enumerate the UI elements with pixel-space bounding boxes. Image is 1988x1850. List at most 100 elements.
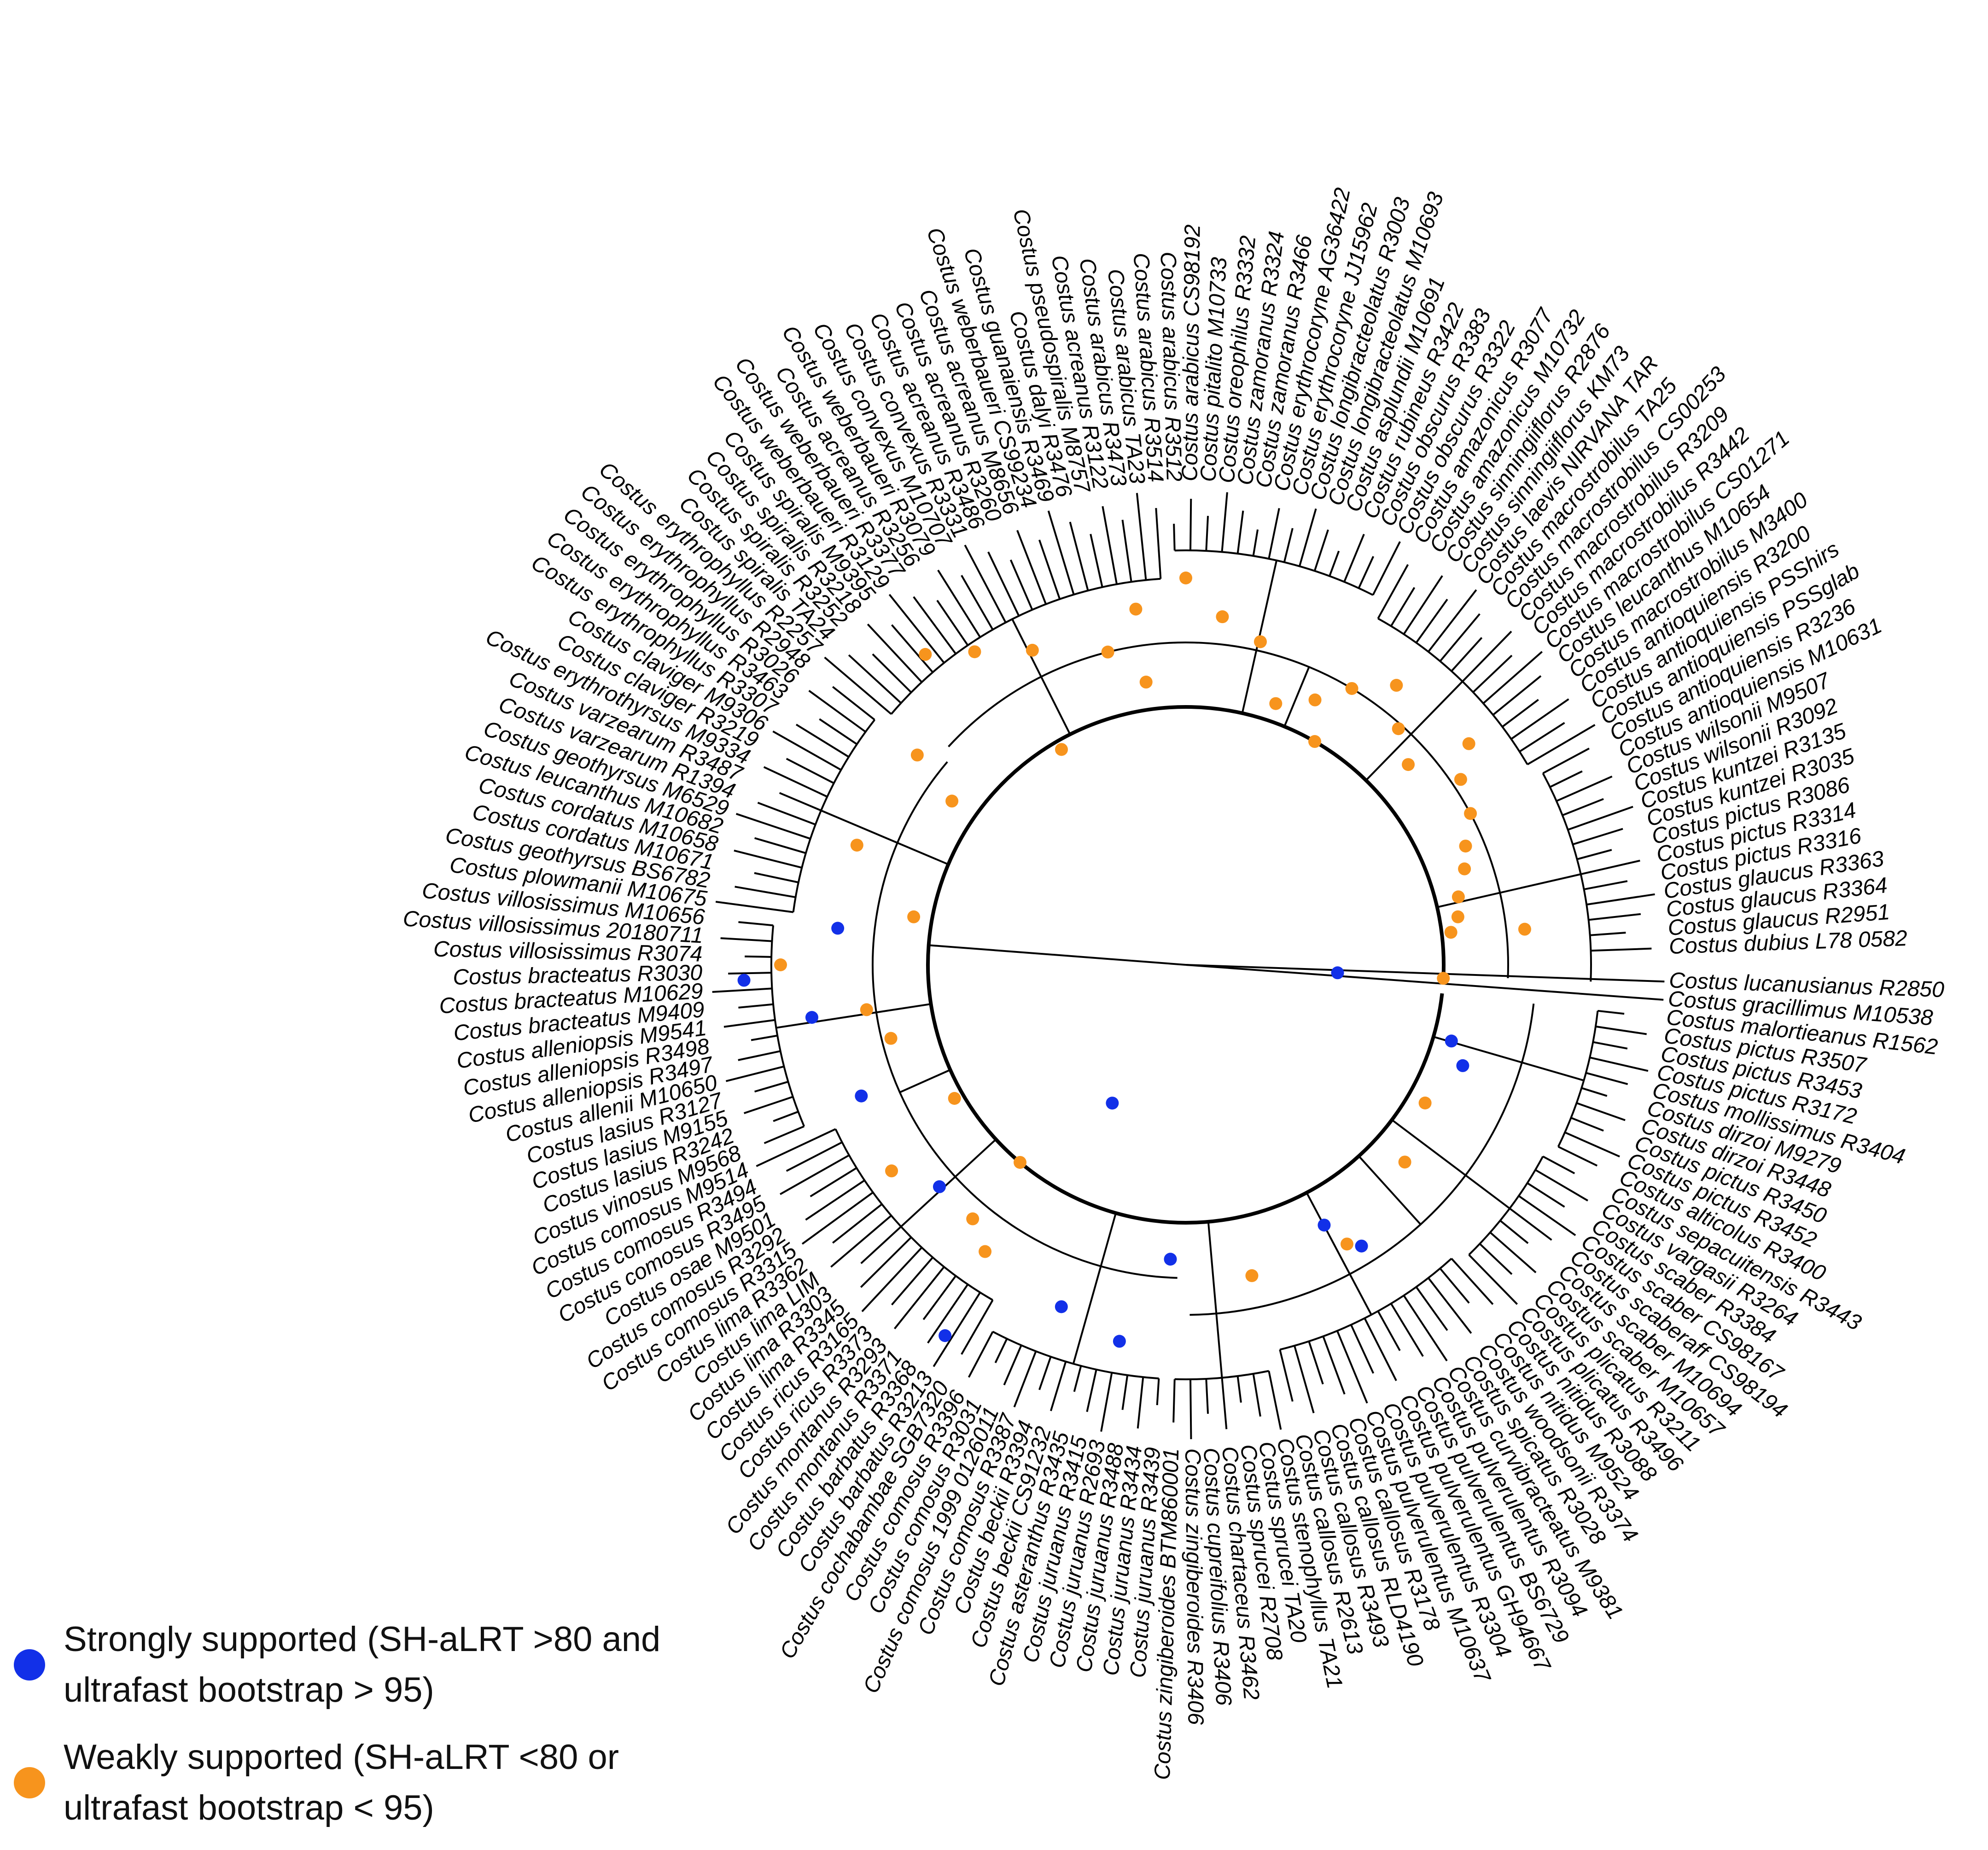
strong-support-node <box>1106 1097 1119 1110</box>
weak-support-node <box>907 910 921 923</box>
tip-branch <box>1439 613 1481 662</box>
tip-branch <box>1439 1267 1470 1304</box>
strong-support-node <box>933 1180 946 1193</box>
tip-branch <box>1592 1041 1628 1050</box>
weak-support-node <box>1452 890 1465 904</box>
legend-label-strong: Strongly supported (SH-aLRT >80 and ultr… <box>64 1614 660 1716</box>
strong-support-node <box>1331 966 1344 980</box>
tip-branch <box>738 921 774 927</box>
clade-arc <box>992 1331 1159 1380</box>
tip-branch <box>867 624 923 683</box>
tip-branch <box>1003 1345 1022 1386</box>
tip-branch <box>1189 1379 1192 1439</box>
tip-branch <box>1591 947 1652 952</box>
tip-branch <box>1499 1220 1529 1244</box>
tip-branch <box>1415 599 1448 643</box>
weak-support-node <box>1392 722 1405 735</box>
tip-branch <box>1016 530 1047 605</box>
tip-branch <box>1510 698 1569 740</box>
tip-branch <box>1236 510 1244 554</box>
tip-label: Costus villosissimus R3074 <box>433 937 703 967</box>
tip-branch <box>1322 1336 1346 1395</box>
tip-branch <box>860 1226 902 1264</box>
tip-branch <box>861 1247 923 1313</box>
weak-support-node <box>1055 743 1068 756</box>
weak-support-node <box>884 1032 898 1045</box>
tip-branch <box>1221 1377 1228 1430</box>
clade-stem <box>1433 1036 1584 1081</box>
tip-branch <box>773 1110 799 1122</box>
tip-branch <box>1492 675 1542 716</box>
legend-strong-line1: Strongly supported (SH-aLRT >80 and <box>64 1620 661 1659</box>
strong-support-node <box>1164 1253 1177 1266</box>
weak-support-node <box>1437 972 1450 985</box>
weak-support-node <box>1129 602 1143 616</box>
tip-branch <box>786 1141 843 1172</box>
tip-branch <box>848 654 902 704</box>
weak-support-node <box>1345 682 1358 695</box>
tip-branch <box>1489 1231 1537 1273</box>
tip-branch <box>754 1080 789 1093</box>
weak-support-node <box>945 794 959 808</box>
tip-branch <box>961 575 994 630</box>
weak-support-node <box>1216 610 1229 624</box>
tip-branch <box>1451 1258 1494 1305</box>
weak-support-node <box>1014 1156 1027 1169</box>
tip-branch <box>1567 805 1633 831</box>
tip-branch <box>1102 506 1118 584</box>
tip-branch <box>1136 493 1147 580</box>
tip-branch <box>1189 499 1192 551</box>
clade-stem <box>1358 1155 1422 1225</box>
tip-branch <box>933 1292 981 1367</box>
tip-branch <box>891 1257 933 1306</box>
clade-stem <box>1306 1192 1372 1315</box>
tip-branch <box>1377 1310 1401 1351</box>
tip-branch <box>913 596 957 654</box>
tip-branch <box>754 837 806 854</box>
clade-stem <box>1207 1221 1223 1378</box>
tip-branch <box>819 718 857 745</box>
tip-branch <box>964 544 1007 623</box>
tip-branch <box>1358 556 1375 589</box>
tip-branch <box>1572 828 1623 846</box>
tip-branch <box>1570 1117 1604 1132</box>
tip-label: Costus arabicus CS98192 <box>1178 224 1205 481</box>
tip-branch <box>1294 1345 1315 1413</box>
weak-support-node <box>919 648 932 661</box>
weak-support-node <box>948 1092 961 1105</box>
weak-support-node <box>1458 862 1471 875</box>
tip-branch <box>795 724 850 758</box>
legend-label-weak: Weakly supported (SH-aLRT <80 or ultrafa… <box>64 1732 619 1833</box>
tip-branch <box>1584 880 1628 891</box>
tip-branch <box>723 1019 775 1028</box>
legend: Strongly supported (SH-aLRT >80 and ultr… <box>14 1614 797 1850</box>
tip-branch <box>1268 1371 1282 1430</box>
tip-branch <box>1073 1366 1082 1392</box>
weak-support-node <box>860 1003 873 1016</box>
clade-stem <box>1391 1119 1510 1209</box>
weak-support-node <box>968 645 981 659</box>
tip-branch <box>1050 1361 1067 1412</box>
weak-support-node <box>1179 572 1192 584</box>
legend-weak-line2: ultrafast bootstrap < 95) <box>64 1788 434 1827</box>
weak-support-node <box>885 1164 898 1178</box>
tip-branch <box>1100 1372 1113 1432</box>
clade-arc <box>770 925 805 1127</box>
tip-branch <box>1308 1341 1324 1385</box>
tip-branch <box>805 1179 865 1221</box>
weak-support-node <box>1308 735 1321 748</box>
tip-branch <box>1428 589 1477 653</box>
tip-branch <box>1415 1286 1448 1331</box>
tip-branch <box>1121 1375 1129 1410</box>
tip-branch <box>1590 932 1626 936</box>
tip-branch <box>1252 529 1259 556</box>
tip-branch <box>1372 541 1401 595</box>
tip-branch <box>1576 1102 1626 1121</box>
tip-branch <box>1038 539 1061 600</box>
weak-support-node <box>1454 773 1467 786</box>
tip-branch <box>757 801 816 826</box>
clade-stem <box>1283 666 1310 727</box>
tip-branch <box>1527 724 1596 765</box>
tip-branch <box>937 569 981 638</box>
tip-branch <box>1205 1378 1209 1414</box>
